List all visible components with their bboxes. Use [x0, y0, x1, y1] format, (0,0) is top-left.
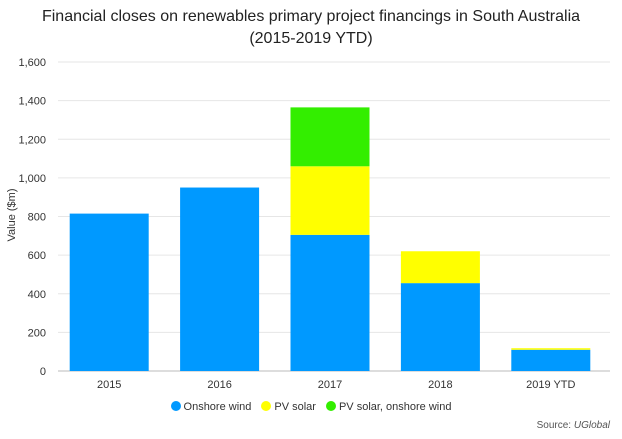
x-tick-label: 2016 — [207, 379, 231, 391]
bars — [69, 107, 591, 371]
y-tick-label: 200 — [28, 327, 46, 339]
legend-swatch — [170, 401, 181, 411]
legend: Onshore wind PV solar PV solar, onshore wi… — [0, 401, 622, 413]
chart-title-line-2: (2015-2019 YTD) — [249, 30, 373, 47]
legend-item: Onshore wind — [170, 401, 252, 413]
chart-title: Financial closes on renewables primary p… — [0, 6, 622, 50]
y-axis-ticks: 0 200 400 600 800 1,000 1,200 1,400 1,600 — [18, 57, 46, 378]
x-tick-label: 2015 — [97, 379, 121, 391]
y-tick-label: 400 — [28, 289, 46, 301]
bar-segment — [400, 251, 480, 284]
bar-segment — [511, 349, 591, 371]
y-tick-label: 800 — [28, 212, 46, 224]
source-note: Source: UGlobal — [537, 420, 610, 431]
legend-swatch — [261, 401, 272, 411]
legend-label: PV solar — [274, 401, 316, 413]
y-tick-label: 600 — [28, 250, 46, 262]
bar-segment — [290, 166, 370, 235]
source-label: Source: — [536, 420, 572, 431]
bar-segment — [69, 213, 149, 371]
x-axis-ticks: 2015 2016 2017 2018 2019 YTD — [97, 379, 576, 391]
y-axis-label: Value ($m) — [6, 189, 18, 242]
y-tick-label: 1,400 — [18, 96, 46, 108]
x-tick-label: 2018 — [428, 379, 452, 391]
bar-segment — [290, 234, 370, 371]
chart-title-line-1: Financial closes on renewables primary p… — [41, 8, 581, 25]
bar-segment — [180, 187, 260, 371]
y-tick-label: 1,000 — [18, 173, 46, 185]
bar-segment — [290, 107, 370, 167]
source-name: UGlobal — [573, 420, 610, 431]
x-tick-label: 2019 YTD — [526, 379, 575, 391]
y-tick-label: 1,200 — [18, 134, 46, 146]
legend-swatch — [325, 401, 336, 411]
legend-item: PV solar — [261, 401, 316, 413]
y-tick-label: 0 — [40, 366, 46, 378]
legend-item: PV solar, onshore wind — [325, 401, 452, 413]
legend-label: PV solar, onshore wind — [338, 401, 452, 413]
legend-label: Onshore wind — [183, 401, 252, 413]
y-tick-label: 1,600 — [18, 57, 46, 69]
bar-segment — [400, 283, 480, 371]
bar-segment — [511, 348, 591, 350]
x-tick-label: 2017 — [318, 379, 342, 391]
